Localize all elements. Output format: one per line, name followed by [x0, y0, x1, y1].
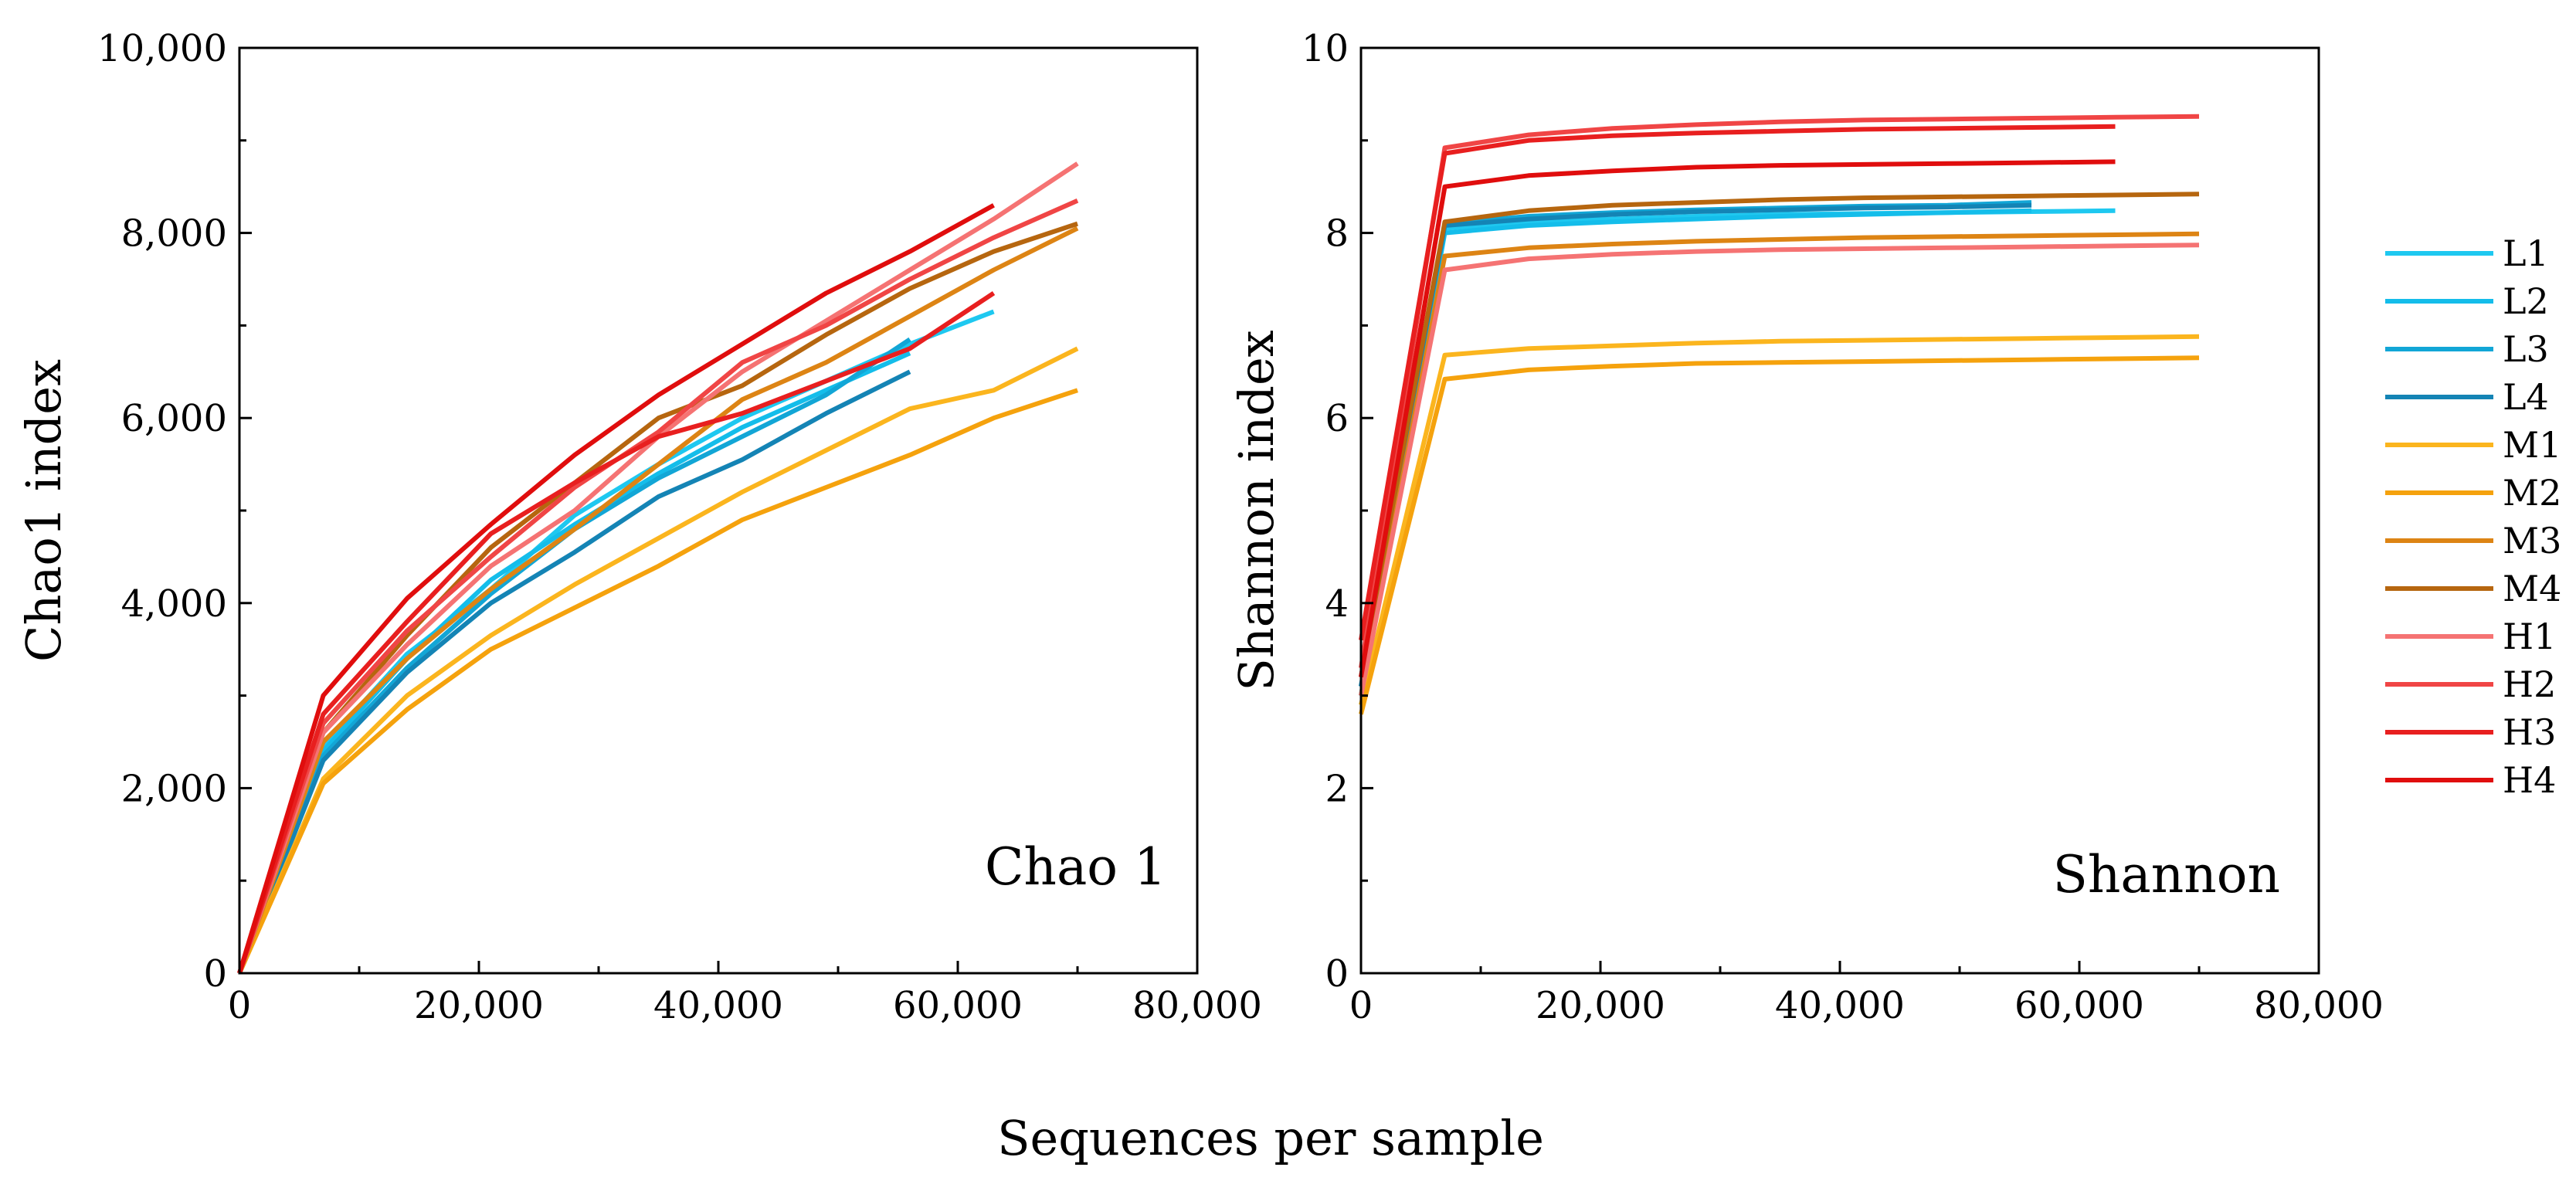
shannon-x-tick-label: 40,000 — [1775, 984, 1905, 1027]
chao1-plot-frame — [238, 46, 1199, 975]
shannon-plot-frame — [1359, 46, 2320, 975]
shannon-y-tick-label: 6 — [1325, 397, 1349, 440]
shannon-x-tick-label: 0 — [1349, 984, 1373, 1027]
chao1-y-axis-label: Chao1 index — [15, 359, 72, 662]
shannon-series-l2 — [1359, 208, 2032, 697]
chao1-series-h4 — [237, 203, 995, 974]
shannon-y-tick-label: 0 — [1325, 952, 1349, 996]
shannon-series-l3 — [1359, 200, 2032, 687]
legend-label-m2: M2 — [2503, 472, 2561, 514]
chao1-y-tick-label: 8,000 — [121, 212, 227, 256]
chao1-series-m2 — [237, 388, 1078, 975]
shannon-panel: 0 20,000 40,000 60,000 80,000 0 2 4 6 8 10 Shannon … — [1228, 27, 2384, 1027]
chao1-series-l1 — [237, 309, 995, 975]
shannon-series-m3 — [1359, 231, 2200, 697]
chao1-panel: 0 20,000 40,000 60,000 80,000 0 2,000 4,000 6,00… — [15, 27, 1262, 1027]
chao1-series-m3 — [237, 226, 1079, 975]
chao1-series-h3 — [237, 290, 996, 974]
shannon-y-axis-label: Shannon index — [1228, 330, 1285, 691]
chao1-panel-annotation: Chao 1 — [985, 837, 1166, 897]
shannon-x-tick-label: 20,000 — [1536, 984, 1665, 1027]
shannon-series-m2 — [1359, 355, 2200, 715]
shannon-x-tick-label: 80,000 — [2254, 984, 2384, 1027]
legend-label-h1: H1 — [2503, 616, 2556, 657]
chao1-series-l4 — [237, 369, 911, 975]
chao1-series-h2 — [237, 198, 1079, 974]
chao1-y-tick-label: 6,000 — [121, 397, 227, 440]
legend-label-h4: H4 — [2503, 759, 2556, 801]
shannon-series-l1 — [1359, 208, 2116, 697]
shannon-series-m4 — [1359, 192, 2200, 678]
chao1-x-tick-label: 60,000 — [893, 984, 1023, 1027]
legend: L1 L2 L3 L4 M1 M2 M3 M4 H1 H2 H3 H4 — [2385, 232, 2561, 801]
chao1-series-l2 — [237, 351, 911, 975]
shannon-series-h3 — [1359, 124, 2116, 641]
x-axis-label: Sequences per sample — [997, 1110, 1544, 1166]
chao1-x-tick-label: 40,000 — [653, 984, 783, 1027]
shannon-series-h1 — [1359, 243, 2200, 697]
chao1-y-tick-label: 2,000 — [121, 767, 227, 810]
shannon-series-h4 — [1359, 159, 2116, 678]
shannon-y-tick-label: 10 — [1302, 27, 1349, 70]
legend-label-m4: M4 — [2503, 568, 2561, 609]
chao1-series-l3 — [237, 337, 911, 975]
shannon-x-tick-label: 60,000 — [2014, 984, 2144, 1027]
chao1-series-m1 — [237, 346, 1079, 975]
chao1-x-tick-label: 0 — [228, 984, 252, 1027]
legend-label-m1: M1 — [2503, 424, 2561, 466]
chao1-series-m4 — [237, 221, 1078, 974]
shannon-series-h2 — [1359, 114, 2200, 669]
legend-label-h2: H2 — [2503, 663, 2556, 705]
shannon-series-l4 — [1359, 202, 2032, 687]
legend-label-m3: M3 — [2503, 520, 2561, 562]
chao1-y-tick-label: 10,000 — [97, 27, 227, 70]
legend-label-l3: L3 — [2503, 328, 2549, 370]
chao1-x-tick-label: 80,000 — [1132, 984, 1262, 1027]
shannon-y-tick-label: 4 — [1325, 582, 1349, 626]
chao1-x-tick-label: 20,000 — [414, 984, 544, 1027]
shannon-panel-annotation: Shannon — [2053, 845, 2280, 904]
shannon-y-tick-label: 8 — [1325, 212, 1349, 256]
chao1-y-tick-label: 4,000 — [121, 582, 227, 626]
legend-label-l2: L2 — [2503, 280, 2549, 322]
legend-label-h3: H3 — [2503, 711, 2556, 753]
legend-label-l4: L4 — [2503, 376, 2549, 418]
shannon-y-tick-label: 2 — [1325, 767, 1349, 810]
chao1-y-tick-label: 0 — [203, 952, 227, 996]
legend-label-l1: L1 — [2503, 232, 2549, 274]
shannon-series-m1 — [1359, 334, 2200, 706]
